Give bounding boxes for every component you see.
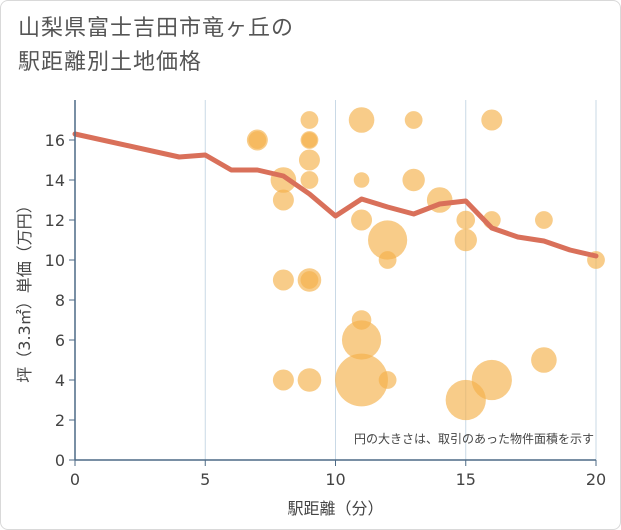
trend-series [72,131,599,259]
y-tick-label: 6 [55,331,65,350]
bubble-point [301,132,318,148]
x-tick-label: 0 [70,470,80,489]
chart-title-line-2: 駅距離別土地価格 [18,50,203,75]
bubble-point [348,107,375,133]
bubble-point [272,269,294,291]
bubble-point [300,171,319,189]
bubble-point [531,347,557,373]
bubble-point [351,209,373,231]
y-tick-label: 10 [45,251,65,270]
bubble-point [272,369,294,391]
bubble-point [272,189,294,211]
y-tick-label: 2 [55,411,65,430]
y-axis-label: 坪（3.3㎡）単価（万円） [15,197,34,382]
trend-line [72,131,599,259]
bubble-point [368,220,408,260]
bubble-point [248,131,267,149]
y-tick-label: 8 [55,291,65,310]
y-tick-label: 4 [55,371,65,390]
bubble-series [246,107,605,421]
chart-title: 山梨県富士吉田市竜ヶ丘の 駅距離別土地価格 [18,12,294,80]
bubble-point [471,359,512,401]
bubble-point [404,111,423,129]
y-tick-label: 0 [55,451,65,470]
y-tick-label: 16 [45,131,65,150]
bubble-point [300,111,319,129]
axes: 0 2 4 6 8 10 12 14 16 0 5 10 15 20 [45,100,606,489]
x-tick-label: 5 [200,470,210,489]
bubble-point [335,353,388,407]
x-tick-label: 10 [325,470,345,489]
x-tick-label: 20 [586,470,606,489]
bubble-point [454,228,477,252]
bubble-point [297,368,322,392]
grid [204,100,597,460]
bubble-point [481,109,503,131]
bubble-point [402,168,425,192]
x-axis-label: 駅距離（分） [287,499,383,518]
bubble-point [535,211,553,229]
bubble-point [378,371,397,389]
bubble-point [456,210,476,230]
chart-title-line-1: 山梨県富士吉田市竜ヶ丘の [18,16,295,41]
chart-note: 円の大きさは、取引のあった物件面積を示す [354,431,594,446]
y-tick-label: 12 [45,211,65,230]
bubble-point [300,271,319,289]
y-tick-label: 14 [45,171,65,190]
bubble-point [378,251,397,269]
bubble-point [341,320,382,360]
x-tick-label: 15 [456,470,476,489]
bubble-point [298,149,320,171]
bubble-point [353,172,370,188]
